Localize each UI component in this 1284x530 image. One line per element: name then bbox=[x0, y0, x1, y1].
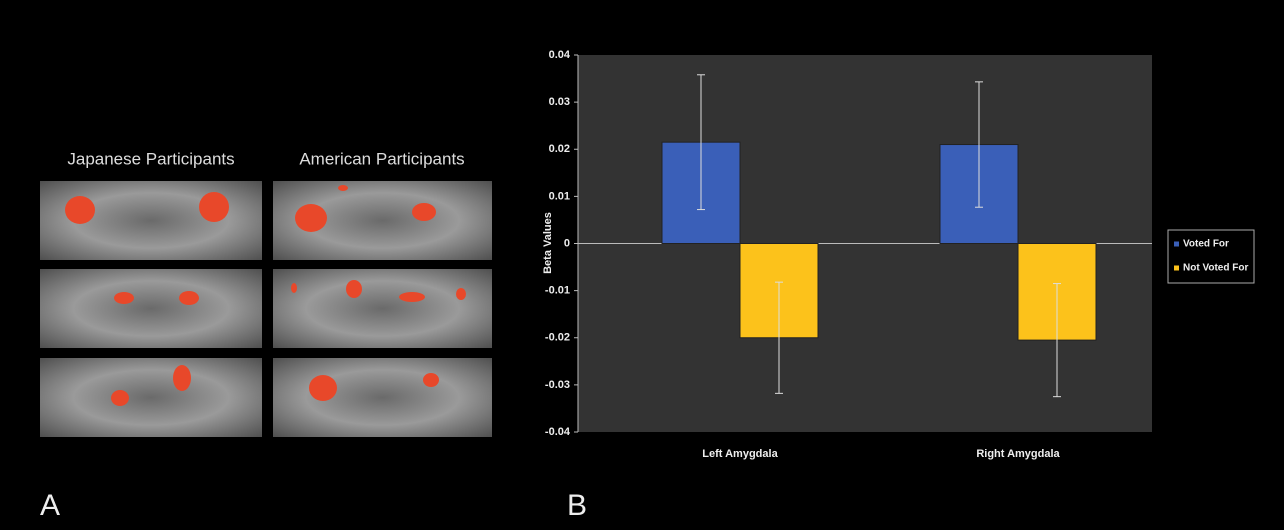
x-tick-label: Left Amygdala bbox=[702, 448, 778, 460]
y-tick-label: 0.02 bbox=[549, 143, 570, 155]
y-tick-label: -0.02 bbox=[545, 332, 570, 344]
y-tick-label: -0.03 bbox=[545, 379, 570, 391]
y-axis-label: Beta Values bbox=[542, 212, 554, 274]
brain-image bbox=[40, 269, 262, 348]
y-tick-label: 0.03 bbox=[549, 96, 570, 108]
y-tick-label: 0.04 bbox=[549, 49, 571, 61]
x-tick-label: Right Amygdala bbox=[976, 448, 1060, 460]
legend bbox=[1167, 229, 1255, 284]
brain-image bbox=[40, 358, 262, 437]
legend-label: Not Voted For bbox=[1183, 263, 1248, 274]
legend-swatch bbox=[1174, 265, 1179, 271]
y-tick-label: 0.01 bbox=[549, 190, 570, 202]
brain-image bbox=[273, 269, 492, 348]
brain-images bbox=[40, 181, 492, 437]
column-title: American Participants bbox=[299, 149, 464, 168]
y-tick-label: -0.04 bbox=[545, 426, 571, 438]
legend-swatch bbox=[1174, 241, 1179, 247]
column-title: Japanese Participants bbox=[67, 149, 234, 168]
y-tick-label: -0.01 bbox=[545, 285, 570, 297]
y-tick-label: 0 bbox=[564, 237, 570, 249]
panel-label: A bbox=[40, 489, 60, 522]
legend-label: Voted For bbox=[1183, 239, 1229, 250]
brain-image bbox=[273, 358, 492, 437]
activation bbox=[65, 185, 466, 406]
panel-label: B bbox=[567, 489, 587, 522]
